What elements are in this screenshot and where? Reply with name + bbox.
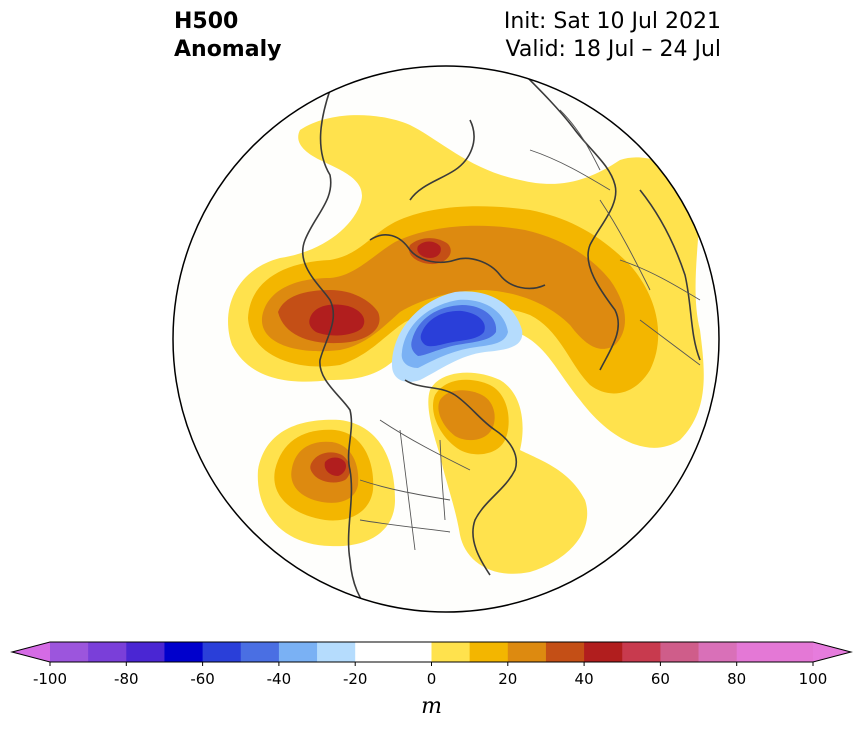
- colorbar-tick-label: 40: [575, 670, 594, 688]
- title-line-1: H500: [174, 9, 239, 34]
- colorbar-segment: [202, 642, 242, 662]
- anomaly-negative: [392, 291, 523, 382]
- colorbar-tick-label: 0: [427, 670, 437, 688]
- colorbar-segment: [240, 642, 280, 662]
- anomaly-plus50: [309, 241, 441, 476]
- title-line-2: Anomaly: [174, 37, 282, 62]
- colorbar-segment: [545, 642, 585, 662]
- colorbar-tick-label: -80: [114, 670, 139, 688]
- colorbar-segment: [355, 642, 394, 662]
- colorbar-extend-low: [12, 642, 50, 662]
- colorbar-segment: [469, 642, 509, 662]
- colorbar-tick-label: -20: [343, 670, 368, 688]
- colorbar-tick-label: 20: [498, 670, 517, 688]
- colorbar-tick-label: 60: [651, 670, 670, 688]
- colorbar-extend-high: [813, 642, 851, 662]
- init-date: Init: Sat 10 Jul 2021: [503, 9, 721, 34]
- colorbar-segment: [584, 642, 623, 662]
- colorbar-segment: [88, 642, 127, 662]
- colorbar-tick-label: -40: [267, 670, 292, 688]
- colorbar-fill: [10, 641, 853, 663]
- coastlines: [302, 69, 701, 612]
- colorbar-tick-label: -60: [190, 670, 215, 688]
- colorbar-tick-label: 100: [799, 670, 828, 688]
- map-boundary: [172, 65, 720, 613]
- colorbar-segment: [431, 642, 471, 662]
- colorbar-segment: [393, 642, 432, 662]
- valid-range: Valid: 18 Jul – 24 Jul: [505, 37, 721, 62]
- colorbar-segment: [126, 642, 165, 662]
- colorbar-segment: [774, 642, 814, 662]
- political-borders: [359, 109, 701, 551]
- colorbar-unit-label: m: [421, 694, 442, 719]
- polar-stereographic-map: [172, 65, 720, 613]
- map-disc: [173, 66, 719, 612]
- map-subtitle: Init: Sat 10 Jul 2021 Valid: 18 Jul – 24…: [504, 8, 721, 64]
- colorbar-segment: [660, 642, 700, 662]
- colorbar-segment: [736, 642, 776, 662]
- colorbar-tick-label: 80: [727, 670, 746, 688]
- map-title: H500 Anomaly: [174, 8, 281, 64]
- colorbar-segment: [278, 642, 318, 662]
- colorbar-segment: [50, 642, 89, 662]
- colorbar-tick-label: -100: [33, 670, 67, 688]
- colorbar-segment: [507, 642, 547, 662]
- colorbar-segment: [698, 642, 738, 662]
- colorbar-segment: [622, 642, 661, 662]
- colorbar: -100 -80 -60 -40 -20 0 20 40 60 80 100: [10, 641, 853, 688]
- colorbar-ticks: -100 -80 -60 -40 -20 0 20 40 60 80 100: [33, 662, 827, 688]
- colorbar-segment: [164, 642, 204, 662]
- colorbar-segment: [317, 642, 356, 662]
